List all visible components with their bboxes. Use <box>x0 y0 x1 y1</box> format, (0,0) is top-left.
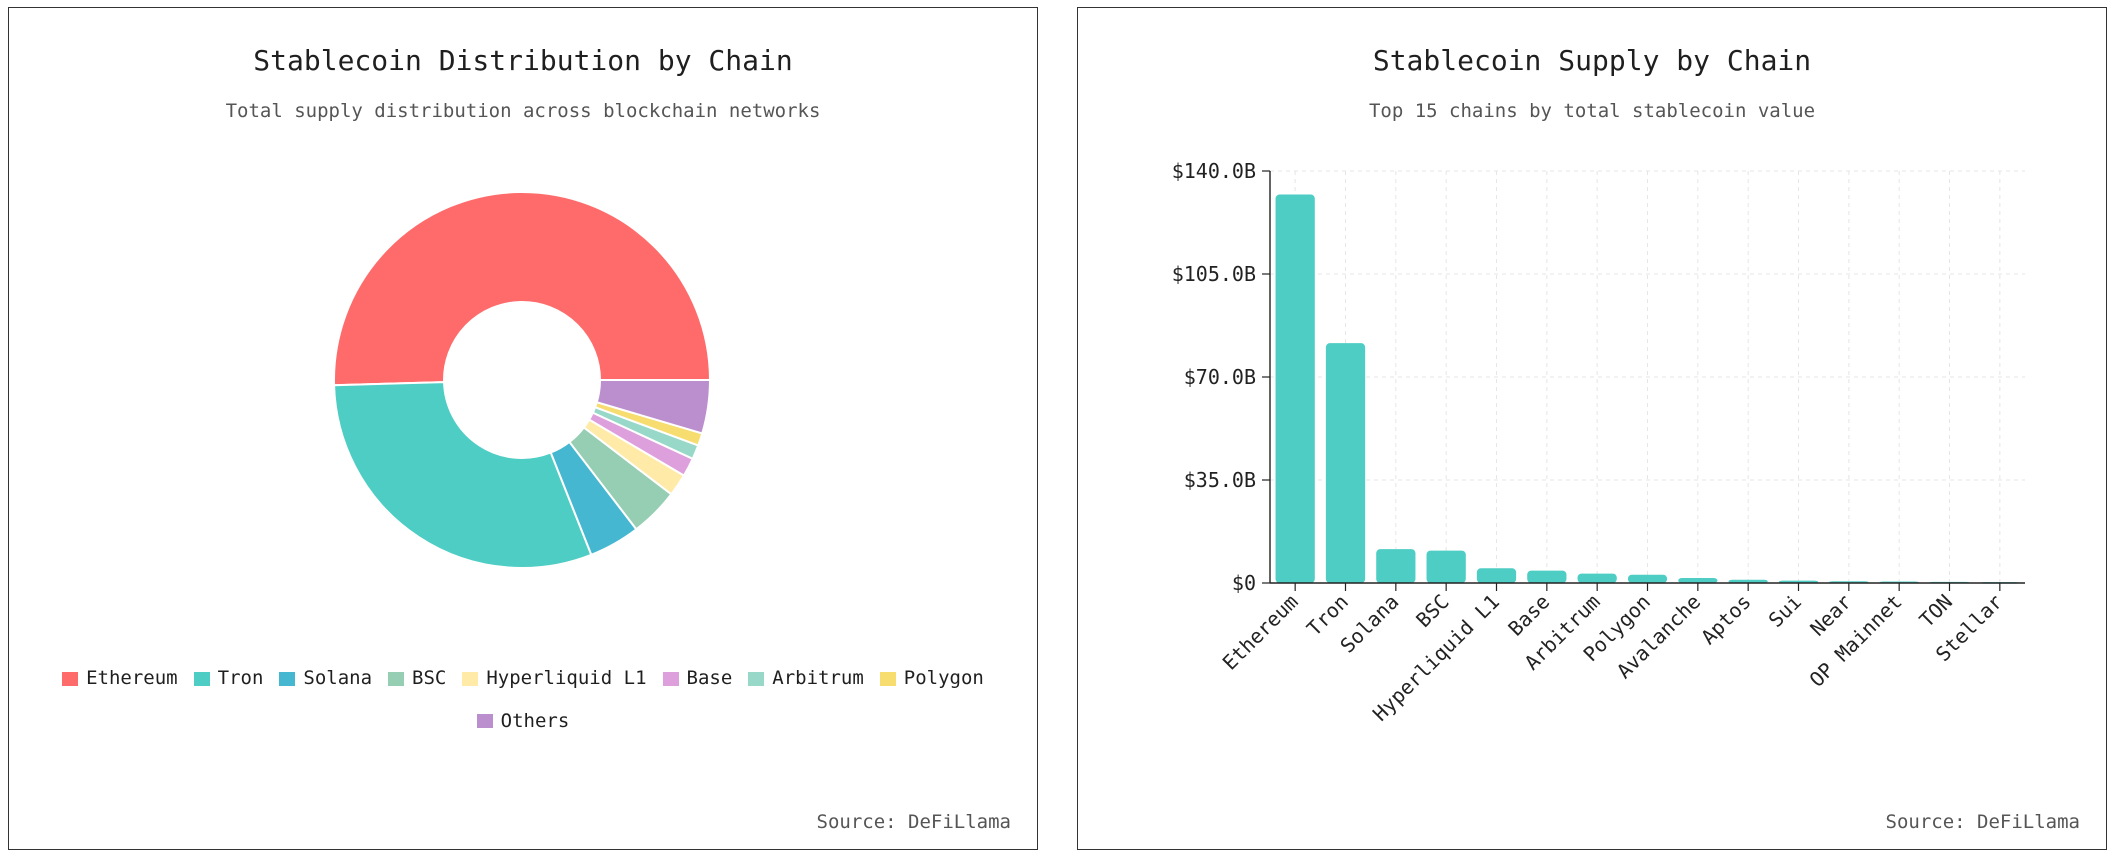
legend-label: Tron <box>217 667 264 689</box>
legend-label: BSC <box>412 667 447 689</box>
x-tick-label: Aptos <box>1696 590 1756 650</box>
bar-bsc[interactable] <box>1426 550 1466 583</box>
donut-chart-title: Stablecoin Distribution by Chain <box>253 44 793 77</box>
donut-source-note: Source: DeFiLlama <box>816 811 1011 833</box>
bar-hyperliquid-l1[interactable] <box>1476 568 1517 583</box>
legend-label: Arbitrum <box>772 667 864 689</box>
bar-solana[interactable] <box>1376 549 1416 583</box>
y-tick-label: $35.0B <box>1184 468 1256 492</box>
legend-item-hyperliquid-l1[interactable]: Hyperliquid L1 <box>462 658 647 699</box>
legend-swatch <box>748 671 765 686</box>
legend-item-arbitrum[interactable]: Arbitrum <box>748 658 864 699</box>
legend-swatch <box>62 671 79 686</box>
bar-source-note: Source: DeFiLlama <box>1885 811 2080 833</box>
legend-item-tron[interactable]: Tron <box>193 658 264 699</box>
legend-swatch <box>388 671 405 686</box>
donut-slice-others[interactable] <box>595 379 712 435</box>
y-tick-label: $140.0B <box>1172 159 1256 183</box>
bar-tron[interactable] <box>1325 343 1366 583</box>
legend-swatch <box>279 671 296 686</box>
donut-chart <box>333 191 712 569</box>
bar-base[interactable] <box>1527 570 1567 583</box>
bar-chart-title: Stablecoin Supply by Chain <box>1372 44 1812 77</box>
legend-swatch <box>879 671 896 686</box>
x-tick-label: OP Mainnet <box>1805 590 1907 692</box>
legend-item-bsc[interactable]: BSC <box>388 658 446 699</box>
legend-label: Ethereum <box>86 667 178 689</box>
supply-panel: Stablecoin Supply by Chain Top 15 chains… <box>1077 7 2107 850</box>
legend-swatch <box>476 714 493 728</box>
legend-label: Hyperliquid L1 <box>486 667 647 689</box>
y-tick-label: $0 <box>1232 571 1256 595</box>
y-tick-label: $70.0B <box>1184 365 1256 389</box>
legend-label: Others <box>500 709 570 732</box>
legend-swatch <box>193 671 210 686</box>
bar-aptos[interactable] <box>1728 579 1768 583</box>
legend-item-others[interactable]: Others <box>476 701 570 742</box>
legend-item-base[interactable]: Base <box>662 658 733 699</box>
x-tick-label: Sui <box>1764 590 1807 633</box>
donut-slice-tron[interactable] <box>333 381 593 569</box>
legend-label: Solana <box>303 667 373 689</box>
legend-label: Polygon <box>903 667 984 689</box>
legend-label: Base <box>686 667 733 689</box>
legend-item-polygon[interactable]: Polygon <box>879 658 984 699</box>
legend-swatch <box>662 671 679 686</box>
bar-ethereum[interactable] <box>1275 194 1315 584</box>
legend-item-solana[interactable]: Solana <box>279 658 372 699</box>
y-tick-label: $105.0B <box>1172 262 1256 286</box>
x-tick-label: Ethereum <box>1218 590 1303 675</box>
distribution-panel: Stablecoin Distribution by Chain Total s… <box>8 7 1038 850</box>
x-tick-label: BSC <box>1411 590 1454 633</box>
donut-chart-subtitle: Total supply distribution across blockch… <box>225 100 821 122</box>
bar-avalanche[interactable] <box>1678 577 1718 583</box>
x-tick-label: TON <box>1915 590 1958 633</box>
donut-slice-ethereum[interactable] <box>333 191 712 387</box>
donut-legend: Ethereum Tron Solana BSC Hyperliquid L1 Base A… <box>9 658 1037 743</box>
bar-arbitrum[interactable] <box>1577 573 1617 583</box>
legend-item-ethereum[interactable]: Ethereum <box>62 658 178 699</box>
legend-swatch <box>462 671 479 686</box>
bar-polygon[interactable] <box>1627 574 1668 583</box>
bar-chart-subtitle: Top 15 chains by total stablecoin value <box>1368 100 1816 122</box>
